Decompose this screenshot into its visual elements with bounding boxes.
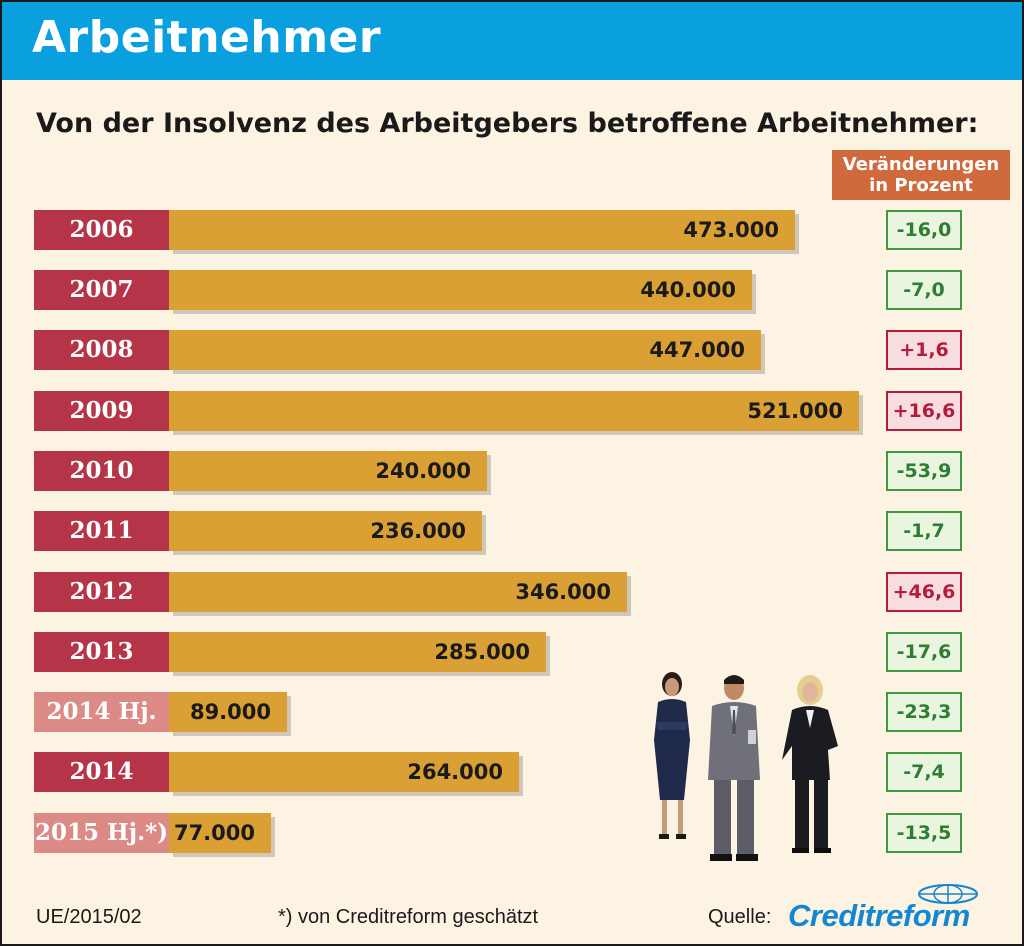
- business-people-illustration: [654, 672, 838, 861]
- year-label: 2014 Hj.: [34, 692, 169, 732]
- change-column-header: Veränderungen in Prozent: [832, 150, 1010, 200]
- person-woman-right: [782, 675, 838, 853]
- year-label: 2014: [34, 752, 169, 792]
- change-percent-box: -17,6: [886, 632, 962, 672]
- person-woman-left: [654, 672, 690, 839]
- bar-value-label: 264.000: [407, 760, 503, 784]
- bar-value-label: 447.000: [649, 338, 745, 362]
- bar: 285.000: [169, 632, 546, 672]
- bar-value-label: 440.000: [640, 278, 736, 302]
- bar-value-label: 521.000: [747, 399, 843, 423]
- bar-value-label: 89.000: [189, 700, 271, 724]
- footnote: *) von Creditreform geschätzt: [278, 906, 539, 928]
- creditreform-logo: Creditreform: [788, 898, 970, 933]
- bar-value-label: 240.000: [375, 459, 471, 483]
- change-header-line2: in Prozent: [869, 175, 973, 196]
- change-percent-box: -7,4: [886, 752, 962, 792]
- change-percent-box: -23,3: [886, 692, 962, 732]
- change-percent-box: -7,0: [886, 270, 962, 310]
- year-label: 2009: [34, 391, 169, 431]
- year-label: 2007: [34, 270, 169, 310]
- bar-value-label: 77.000: [173, 821, 255, 845]
- change-header-line1: Veränderungen: [842, 154, 1000, 175]
- change-percent-box: -13,5: [886, 813, 962, 853]
- bar-value-label: 236.000: [370, 519, 466, 543]
- year-label: 2015 Hj.*): [34, 813, 169, 853]
- chart-title: Von der Insolvenz des Arbeitgebers betro…: [36, 108, 979, 139]
- page-title: Arbeitnehmer: [32, 12, 382, 63]
- change-percent-box: -16,0: [886, 210, 962, 250]
- bar: 240.000: [169, 451, 487, 491]
- change-percent-box: +16,6: [886, 391, 962, 431]
- bar: 473.000: [169, 210, 795, 250]
- bar: 236.000: [169, 511, 482, 551]
- document-code: UE/2015/02: [36, 906, 142, 928]
- bar: 89.000: [169, 692, 287, 732]
- bar-value-label: 473.000: [683, 218, 779, 242]
- bar-value-label: 285.000: [434, 640, 530, 664]
- change-percent-box: +46,6: [886, 572, 962, 612]
- bar: 346.000: [169, 572, 627, 612]
- bar: 264.000: [169, 752, 519, 792]
- year-label: 2006: [34, 210, 169, 250]
- change-percent-box: -53,9: [886, 451, 962, 491]
- year-label: 2011: [34, 511, 169, 551]
- person-man-middle: [708, 675, 760, 861]
- bar-value-label: 346.000: [515, 580, 611, 604]
- change-percent-box: +1,6: [886, 330, 962, 370]
- bar: 440.000: [169, 270, 752, 310]
- creditreform-globe-icon: [918, 884, 978, 904]
- change-percent-box: -1,7: [886, 511, 962, 551]
- bar: 447.000: [169, 330, 761, 370]
- source-label: Quelle:: [708, 906, 772, 928]
- year-label: 2008: [34, 330, 169, 370]
- year-label: 2010: [34, 451, 169, 491]
- bar: 521.000: [169, 391, 859, 431]
- header-banner: Arbeitnehmer: [2, 2, 1022, 80]
- year-label: 2013: [34, 632, 169, 672]
- bar: 77.000: [169, 813, 271, 853]
- year-label: 2012: [34, 572, 169, 612]
